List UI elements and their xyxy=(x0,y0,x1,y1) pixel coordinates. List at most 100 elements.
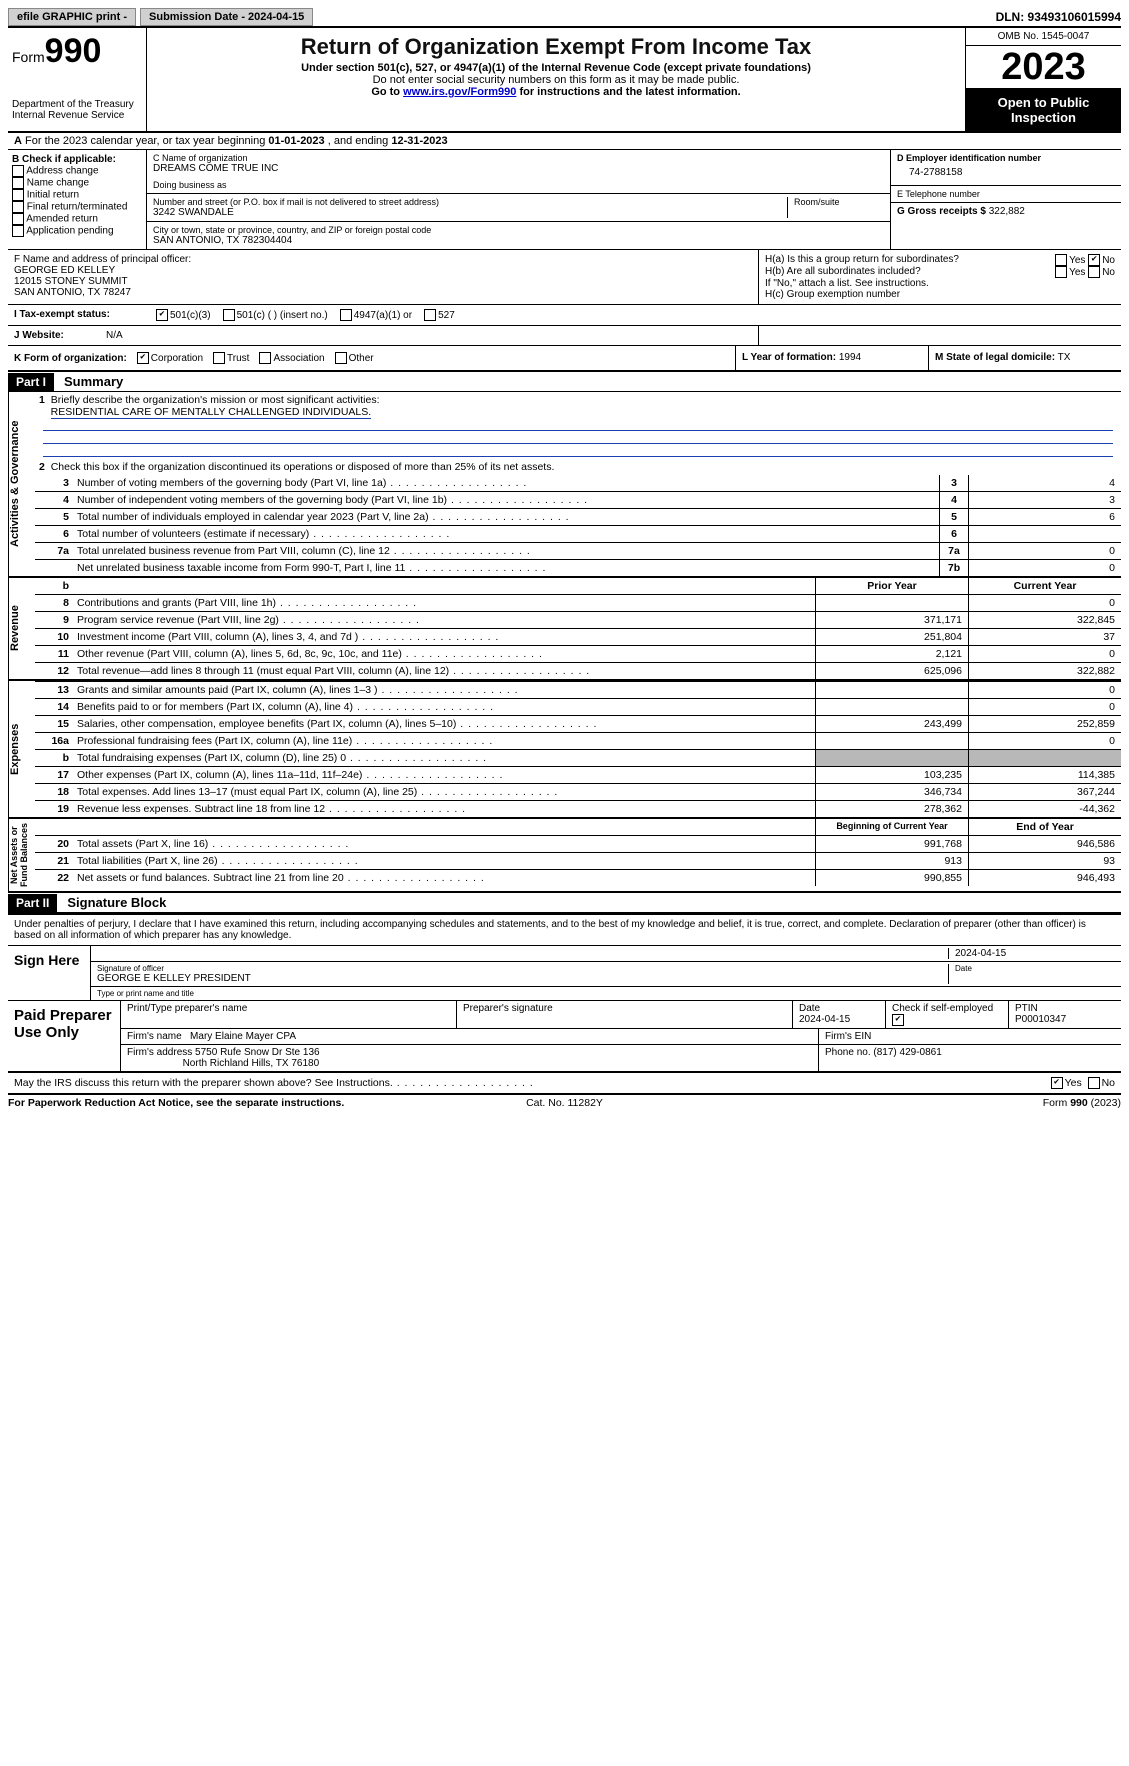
exp-desc: Benefits paid to or for members (Part IX… xyxy=(73,699,815,715)
line1: 1 Briefly describe the organization's mi… xyxy=(35,392,1121,459)
net-prior: 991,768 xyxy=(815,836,968,852)
gov-box: 7a xyxy=(939,543,968,559)
gross-receipts-cell: G Gross receipts $ 322,882 xyxy=(891,203,1121,220)
summary-netassets: Net Assets or Fund Balances Beginning of… xyxy=(8,819,1121,893)
net-row-20: 20 Total assets (Part X, line 16) 991,76… xyxy=(35,835,1121,852)
city-label: City or town, state or province, country… xyxy=(153,225,884,235)
line-a-end: 12-31-2023 xyxy=(391,135,447,147)
gross-receipts-value: 322,882 xyxy=(989,206,1025,217)
gov-row-3: 3 Number of voting members of the govern… xyxy=(35,475,1121,491)
rev-desc: Program service revenue (Part VIII, line… xyxy=(73,612,815,628)
rev-curr: 322,845 xyxy=(968,612,1121,628)
firm-addr-2: North Richland Hills, TX 76180 xyxy=(183,1058,320,1069)
prep-line-1: Print/Type preparer's name Preparer's si… xyxy=(121,1001,1121,1029)
department-label: Department of the Treasury Internal Reve… xyxy=(12,99,142,121)
line-a-mid: , and ending xyxy=(328,135,392,147)
ptin-label: PTIN xyxy=(1015,1003,1038,1014)
chk-hb-no[interactable] xyxy=(1088,266,1100,278)
vtab-expenses: Expenses xyxy=(8,681,35,817)
gov-num: 4 xyxy=(35,492,73,508)
net-row-21: 21 Total liabilities (Part X, line 26) 9… xyxy=(35,852,1121,869)
officer-line-1: GEORGE ED KELLEY xyxy=(14,265,752,276)
l-value: 1994 xyxy=(839,352,861,363)
chk-assoc[interactable] xyxy=(259,352,271,364)
exp-num: 17 xyxy=(35,767,73,783)
net-prior: 990,855 xyxy=(815,870,968,886)
efile-print-button[interactable]: efile GRAPHIC print - xyxy=(8,8,136,26)
form-header: Form990 Department of the Treasury Inter… xyxy=(8,28,1121,133)
section-bcd: B Check if applicable: Address change Na… xyxy=(8,150,1121,250)
sign-here-row: Sign Here 2024-04-15 Signature of office… xyxy=(8,945,1121,1000)
chk-name-change[interactable] xyxy=(12,177,24,189)
revenue-header-row: b Prior Year Current Year xyxy=(35,578,1121,594)
chk-application-pending[interactable] xyxy=(12,225,24,237)
chk-501c[interactable] xyxy=(223,309,235,321)
begin-year-header: Beginning of Current Year xyxy=(815,819,968,835)
col-d: D Employer identification number 74-2788… xyxy=(890,150,1121,249)
sig-officer-label: Signature of officer xyxy=(97,964,948,973)
gov-num: 6 xyxy=(35,526,73,542)
chk-corp[interactable] xyxy=(137,352,149,364)
chk-self-employed[interactable] xyxy=(892,1014,904,1026)
l-label: L Year of formation: xyxy=(742,352,836,363)
omb-number: OMB No. 1545-0047 xyxy=(966,28,1121,46)
lbl-hb-no: No xyxy=(1102,267,1115,278)
chk-initial-return[interactable] xyxy=(12,189,24,201)
sig-date-label: Date xyxy=(948,964,1115,984)
exp-prior xyxy=(815,750,968,766)
rev-desc: Contributions and grants (Part VIII, lin… xyxy=(73,595,815,611)
net-desc: Total assets (Part X, line 16) xyxy=(73,836,815,852)
form-number: Form990 xyxy=(12,32,142,71)
instructions-link[interactable]: www.irs.gov/Form990 xyxy=(403,86,516,98)
net-desc: Net assets or fund balances. Subtract li… xyxy=(73,870,815,886)
lbl-501c3: 501(c)(3) xyxy=(170,310,211,321)
chk-other[interactable] xyxy=(335,352,347,364)
hc-label: H(c) Group exemption number xyxy=(765,289,1115,300)
chk-discuss-no[interactable] xyxy=(1088,1077,1100,1089)
lbl-527: 527 xyxy=(438,310,455,321)
row-i: I Tax-exempt status: 501(c)(3) 501(c) ( … xyxy=(8,305,1121,326)
box-l: L Year of formation: 1994 xyxy=(735,346,928,370)
chk-ha-no[interactable] xyxy=(1088,254,1100,266)
prep-line-3: Firm's address 5750 Rufe Snow Dr Ste 136… xyxy=(121,1045,1121,1071)
street-label: Number and street (or P.O. box if mail i… xyxy=(153,197,787,207)
end-year-header: End of Year xyxy=(968,819,1121,835)
mission-text: RESIDENTIAL CARE OF MENTALLY CHALLENGED … xyxy=(51,406,372,419)
line2-text: Check this box if the organization disco… xyxy=(51,461,555,473)
signature-section: Under penalties of perjury, I declare th… xyxy=(8,913,1121,1073)
lbl-name-change: Name change xyxy=(27,178,89,189)
summary-expenses: Expenses 13 Grants and similar amounts p… xyxy=(8,681,1121,819)
chk-527[interactable] xyxy=(424,309,436,321)
gov-desc: Total number of volunteers (estimate if … xyxy=(73,526,939,542)
goto-post: for instructions and the latest informat… xyxy=(516,86,740,98)
rev-row-9: 9 Program service revenue (Part VIII, li… xyxy=(35,611,1121,628)
rev-num: 11 xyxy=(35,646,73,662)
firm-addr-label: Firm's address xyxy=(127,1047,192,1058)
gov-box: 4 xyxy=(939,492,968,508)
chk-discuss-yes[interactable] xyxy=(1051,1077,1063,1089)
chk-amended-return[interactable] xyxy=(12,213,24,225)
exp-prior: 103,235 xyxy=(815,767,968,783)
chk-4947[interactable] xyxy=(340,309,352,321)
row-j: J Website: N/A xyxy=(8,326,1121,346)
exp-curr: 114,385 xyxy=(968,767,1121,783)
part1-header-row: Part I Summary xyxy=(8,372,1121,392)
chk-ha-yes[interactable] xyxy=(1055,254,1067,266)
rev-row-10: 10 Investment income (Part VIII, column … xyxy=(35,628,1121,645)
gov-val: 6 xyxy=(968,509,1121,525)
row-fh: F Name and address of principal officer:… xyxy=(8,250,1121,305)
exp-desc: Total expenses. Add lines 13–17 (must eq… xyxy=(73,784,815,800)
chk-hb-yes[interactable] xyxy=(1055,266,1067,278)
chk-501c3[interactable] xyxy=(156,309,168,321)
chk-trust[interactable] xyxy=(213,352,225,364)
officer-line-2: 12015 STONEY SUMMIT xyxy=(14,276,752,287)
exp-prior: 278,362 xyxy=(815,801,968,817)
lbl-501c: 501(c) ( ) (insert no.) xyxy=(237,310,328,321)
chk-final-return[interactable] xyxy=(12,201,24,213)
footer-left: For Paperwork Reduction Act Notice, see … xyxy=(8,1097,379,1109)
lbl-ha-no: No xyxy=(1102,255,1115,266)
header-left: Form990 Department of the Treasury Inter… xyxy=(8,28,147,131)
exp-num: 18 xyxy=(35,784,73,800)
chk-address-change[interactable] xyxy=(12,165,24,177)
exp-num: 15 xyxy=(35,716,73,732)
